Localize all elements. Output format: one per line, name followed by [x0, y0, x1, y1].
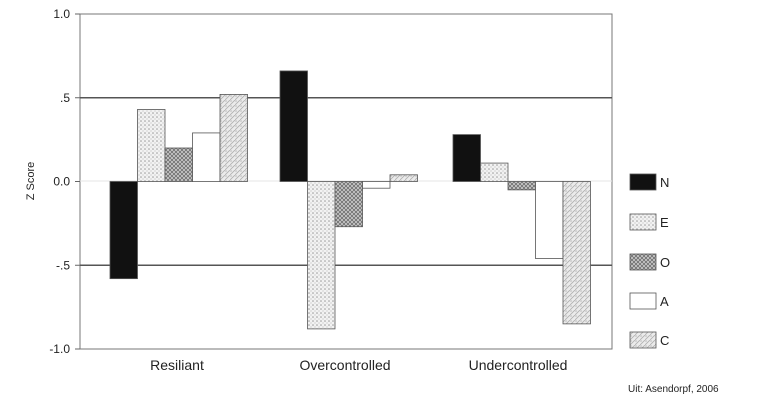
legend-label: O [660, 255, 670, 270]
legend-label: A [660, 294, 669, 309]
bar-o [164, 147, 193, 182]
bar-c [389, 174, 418, 182]
reference-lines [80, 97, 612, 266]
bar-a [535, 181, 564, 259]
y-tick-label: -1.0 [49, 342, 70, 356]
legend-label: C [660, 333, 669, 348]
bar-n [279, 70, 308, 182]
bar-n [452, 134, 481, 182]
y-tick-label: 1.0 [53, 7, 70, 21]
legend-label: N [660, 175, 669, 190]
y-axis-ticks: 1.0 .5 0.0 -.5 -1.0 [49, 7, 80, 356]
bar-e [480, 162, 509, 182]
bar-e [137, 109, 166, 182]
y-tick-label: -.5 [56, 258, 70, 272]
legend-swatch-e [629, 213, 657, 231]
bar-c [219, 94, 248, 182]
legend-swatch-c [629, 331, 657, 349]
y-tick-label: .5 [60, 91, 70, 105]
legend-swatch-n [629, 173, 657, 191]
y-axis-label: Z Score [25, 162, 37, 201]
bars [109, 70, 591, 330]
x-axis-categories: Resiliant Overcontrolled Undercontrolled [150, 357, 567, 373]
legend-swatch-a [629, 292, 657, 310]
x-category-label: Overcontrolled [299, 357, 390, 373]
bar-c [562, 181, 591, 325]
bar-a [192, 132, 221, 182]
legend-swatch-o [629, 253, 657, 271]
y-tick-label: 0.0 [53, 175, 70, 189]
bar-o [334, 181, 363, 228]
x-category-label: Resiliant [150, 357, 204, 373]
bar-a [362, 181, 391, 189]
bar-n [109, 181, 138, 280]
x-category-label: Undercontrolled [469, 357, 568, 373]
bar-e [307, 181, 336, 330]
legend-label: E [660, 215, 669, 230]
source-note: Uit: Asendorpf, 2006 [628, 384, 719, 395]
bar-o [507, 181, 536, 191]
legend: N E O A C [629, 173, 670, 349]
